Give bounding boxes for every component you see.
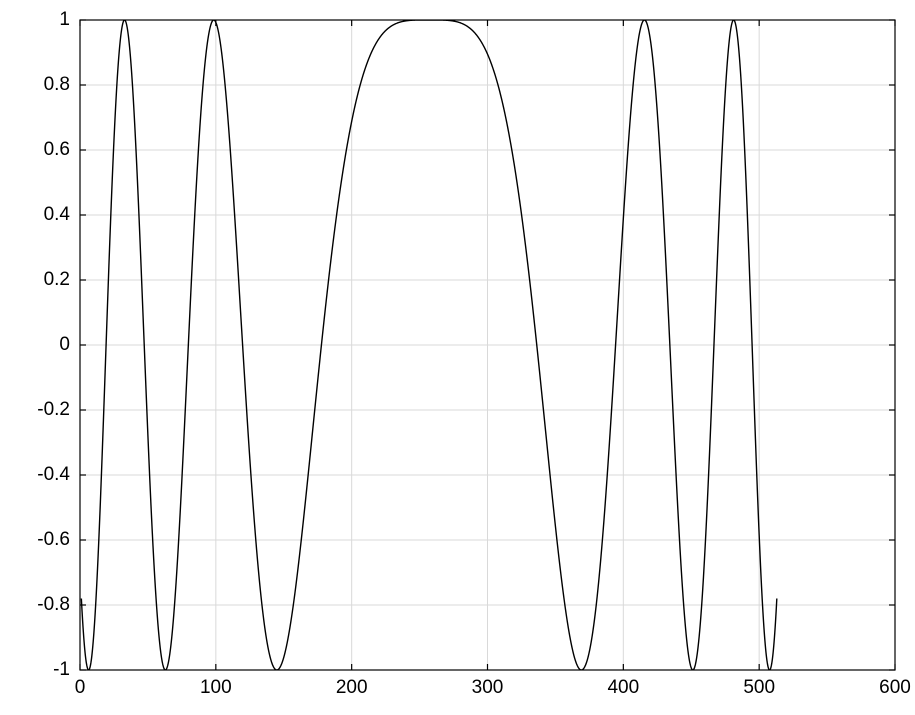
y-tick-label: -1 <box>53 659 70 680</box>
x-tick-label: 0 <box>75 677 86 698</box>
x-tick-label: 500 <box>743 677 775 698</box>
y-tick-label: -0.8 <box>37 594 70 615</box>
x-tick-label: 100 <box>200 677 232 698</box>
x-tick-label: 300 <box>472 677 504 698</box>
y-tick-label: 0.8 <box>44 74 70 95</box>
y-tick-label: -0.4 <box>37 464 70 485</box>
y-tick-label: 0.6 <box>44 139 70 160</box>
y-tick-label: 0.2 <box>44 269 70 290</box>
x-tick-label: 200 <box>336 677 368 698</box>
x-tick-label: 400 <box>607 677 639 698</box>
x-tick-label: 600 <box>879 677 911 698</box>
y-tick-label: 1 <box>59 9 70 30</box>
chirp-line-chart: 0 100 200 300 400 500 600 -1 -0.8 -0.6 -0.4 -0.2 0 0.… <box>0 0 915 715</box>
chart-svg: 0 100 200 300 400 500 600 -1 -0.8 -0.6 -0.4 -0.2 0 0.… <box>0 0 915 715</box>
y-tick-label: -0.6 <box>37 529 70 550</box>
y-tick-label: 0.4 <box>44 204 71 225</box>
y-tick-label: -0.2 <box>37 399 70 420</box>
y-tick-label: 0 <box>59 334 70 355</box>
